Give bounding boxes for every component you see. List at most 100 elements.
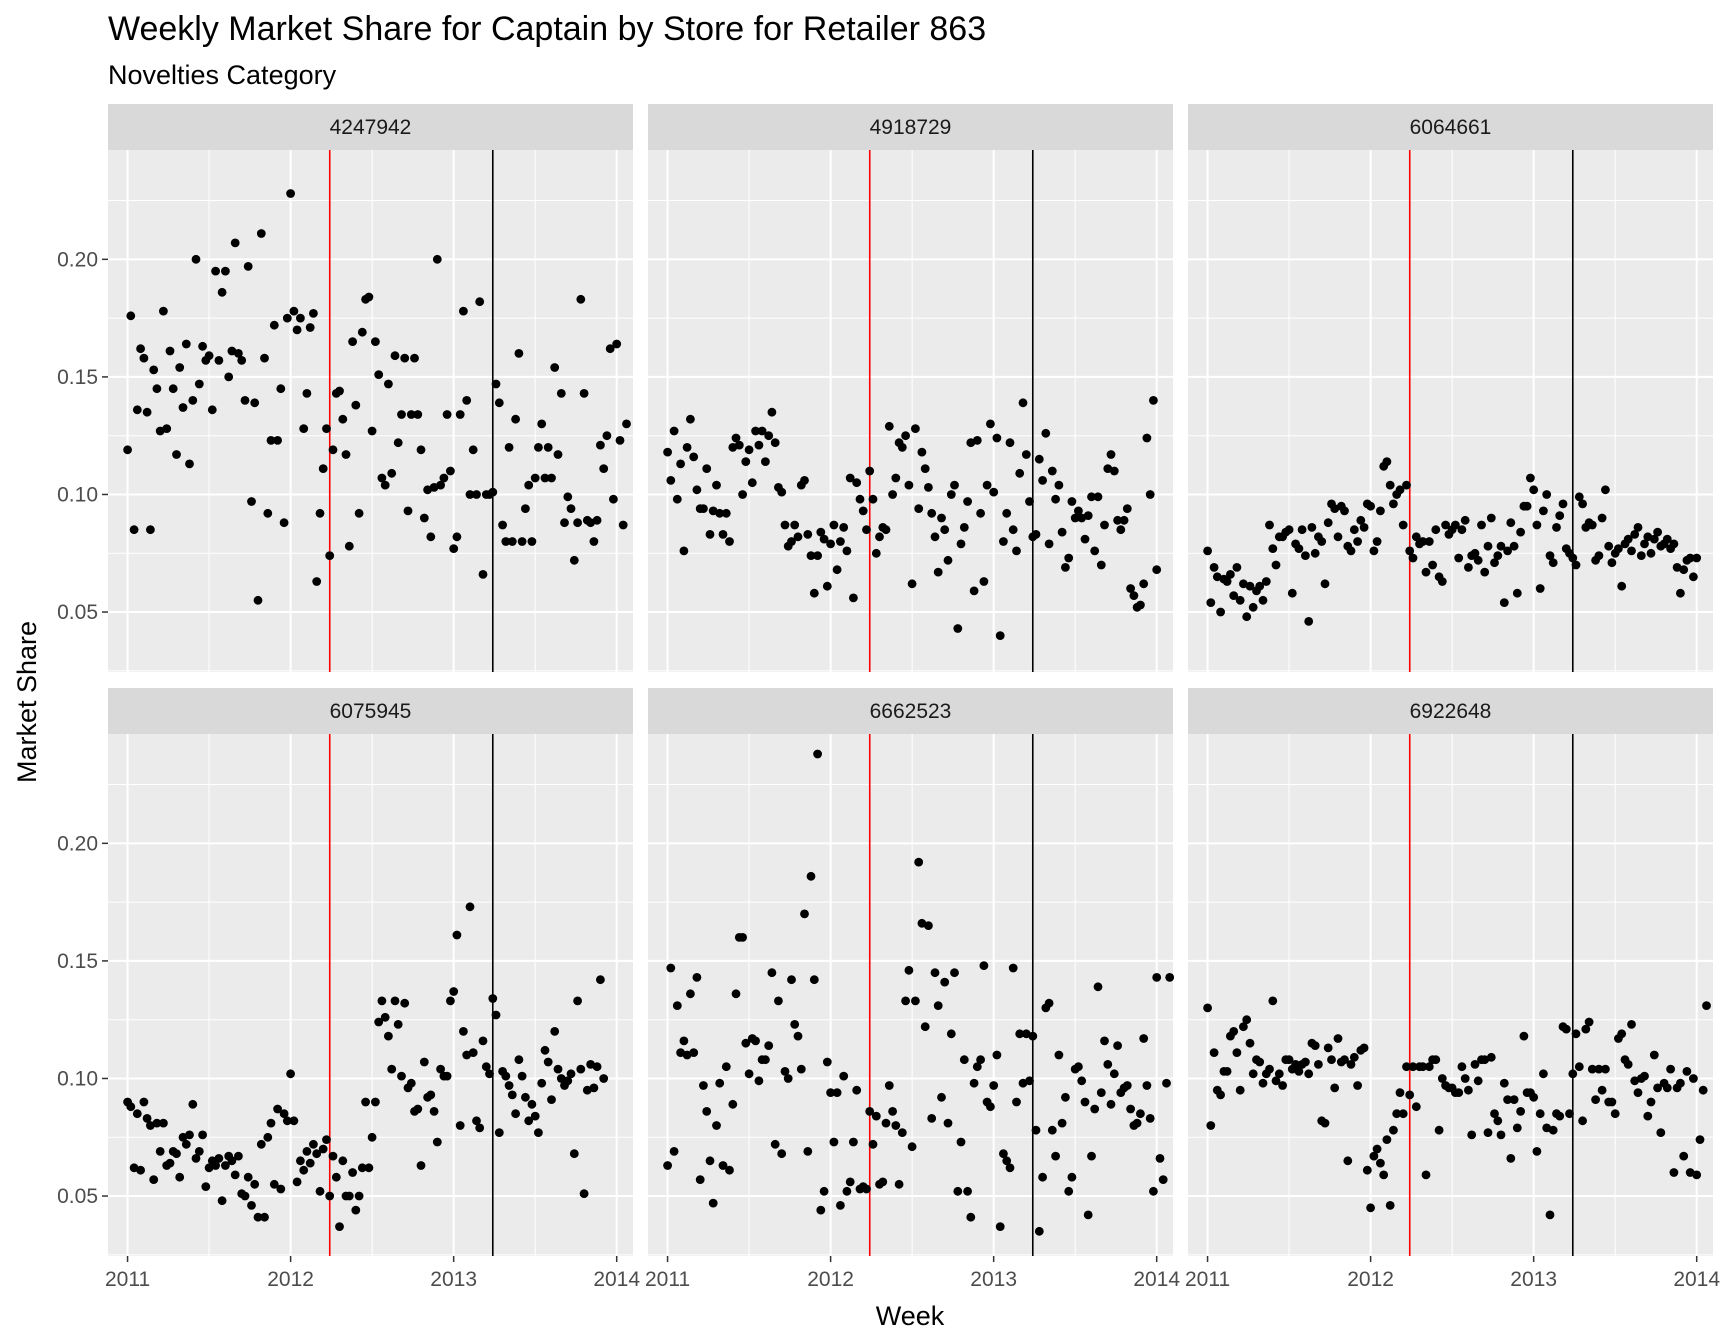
x-axis-layer: 2011 2012 2013 2014 2011 2012 2013 2014 2011 2012… bbox=[105, 1256, 1720, 1291]
data-point bbox=[468, 445, 478, 455]
data-point bbox=[829, 520, 839, 530]
data-point bbox=[1398, 520, 1408, 530]
data-point bbox=[1470, 1060, 1480, 1069]
data-point bbox=[832, 565, 842, 575]
facet-strip bbox=[648, 104, 1173, 150]
data-point bbox=[439, 473, 449, 483]
data-point bbox=[459, 1027, 468, 1036]
data-point bbox=[485, 1069, 494, 1079]
data-point bbox=[826, 539, 835, 549]
data-point bbox=[734, 440, 744, 450]
y-tick-label: 0.10 bbox=[57, 1067, 98, 1090]
x-tick-label: 2013 bbox=[1510, 1268, 1557, 1291]
data-point bbox=[1005, 1163, 1015, 1173]
data-point bbox=[790, 520, 800, 530]
data-point bbox=[302, 1147, 312, 1156]
data-point bbox=[930, 968, 940, 978]
data-point bbox=[1333, 532, 1343, 542]
data-point bbox=[995, 631, 1005, 640]
data-point bbox=[1457, 1062, 1467, 1072]
data-point bbox=[465, 490, 475, 499]
data-point bbox=[803, 530, 813, 539]
data-point bbox=[1376, 506, 1385, 516]
data-point bbox=[247, 1201, 256, 1210]
data-point bbox=[1152, 973, 1162, 982]
data-point bbox=[364, 1163, 374, 1173]
data-point bbox=[263, 1132, 273, 1142]
data-point bbox=[1542, 490, 1552, 499]
data-point bbox=[1646, 548, 1656, 558]
data-point bbox=[1008, 963, 1018, 973]
data-point bbox=[266, 436, 276, 445]
data-point bbox=[940, 525, 950, 535]
data-point bbox=[1519, 1031, 1529, 1041]
data-point bbox=[1460, 515, 1470, 525]
data-point bbox=[1473, 1076, 1483, 1086]
data-point bbox=[361, 1097, 370, 1107]
data-point bbox=[384, 379, 393, 389]
x-tick-label: 2014 bbox=[1673, 1268, 1720, 1291]
data-point bbox=[1070, 513, 1080, 523]
data-point bbox=[609, 494, 618, 504]
data-point bbox=[718, 1161, 728, 1170]
data-point bbox=[159, 1118, 168, 1128]
data-point bbox=[1480, 567, 1490, 577]
data-point bbox=[1617, 581, 1627, 591]
data-point bbox=[1142, 433, 1152, 443]
data-point bbox=[1366, 1203, 1375, 1213]
data-point bbox=[1116, 525, 1126, 535]
data-point bbox=[1152, 565, 1162, 575]
data-point bbox=[871, 548, 881, 558]
data-point bbox=[1408, 553, 1418, 563]
data-point bbox=[741, 1038, 751, 1048]
data-point bbox=[832, 1088, 842, 1097]
data-point bbox=[822, 1057, 832, 1067]
data-point bbox=[1287, 588, 1297, 598]
data-point bbox=[1676, 588, 1685, 598]
data-point bbox=[1522, 501, 1532, 511]
data-point bbox=[1695, 1135, 1705, 1144]
x-tick-label: 2012 bbox=[807, 1268, 854, 1291]
data-point bbox=[1434, 1125, 1444, 1135]
data-point bbox=[1242, 1015, 1252, 1025]
data-point bbox=[715, 1078, 725, 1088]
data-point bbox=[725, 1165, 734, 1175]
data-point bbox=[1568, 553, 1578, 563]
facet-strip bbox=[648, 688, 1173, 734]
data-point bbox=[612, 339, 622, 349]
data-point bbox=[1503, 1095, 1512, 1104]
data-point bbox=[1662, 1083, 1672, 1093]
data-point bbox=[1100, 1036, 1109, 1046]
data-point bbox=[692, 973, 702, 982]
data-point bbox=[1689, 572, 1698, 582]
data-point bbox=[550, 1027, 560, 1036]
data-point bbox=[1291, 1060, 1300, 1069]
data-point bbox=[1320, 1118, 1330, 1128]
data-point bbox=[592, 515, 602, 525]
data-point bbox=[1310, 1041, 1320, 1050]
chart-subtitle: Novelties Category bbox=[108, 60, 337, 90]
data-point bbox=[1464, 1085, 1473, 1095]
facet-strip-label: 6662523 bbox=[870, 700, 952, 723]
data-point bbox=[1689, 1074, 1698, 1083]
data-point bbox=[989, 487, 999, 497]
data-point bbox=[253, 595, 263, 605]
facet-strip bbox=[108, 104, 633, 150]
data-point bbox=[511, 414, 520, 424]
data-point bbox=[1669, 539, 1679, 549]
data-point bbox=[1666, 1064, 1675, 1074]
data-point bbox=[172, 1149, 181, 1159]
data-point bbox=[348, 337, 357, 346]
data-point bbox=[426, 532, 436, 542]
data-point bbox=[1372, 537, 1382, 546]
data-point bbox=[891, 473, 901, 483]
data-point bbox=[669, 426, 679, 436]
data-point bbox=[181, 1139, 191, 1149]
data-point bbox=[1503, 546, 1512, 556]
data-point bbox=[446, 996, 455, 1006]
data-point bbox=[194, 379, 204, 389]
data-point bbox=[728, 1099, 738, 1109]
data-point bbox=[1158, 1175, 1168, 1184]
data-point bbox=[1255, 1057, 1265, 1067]
